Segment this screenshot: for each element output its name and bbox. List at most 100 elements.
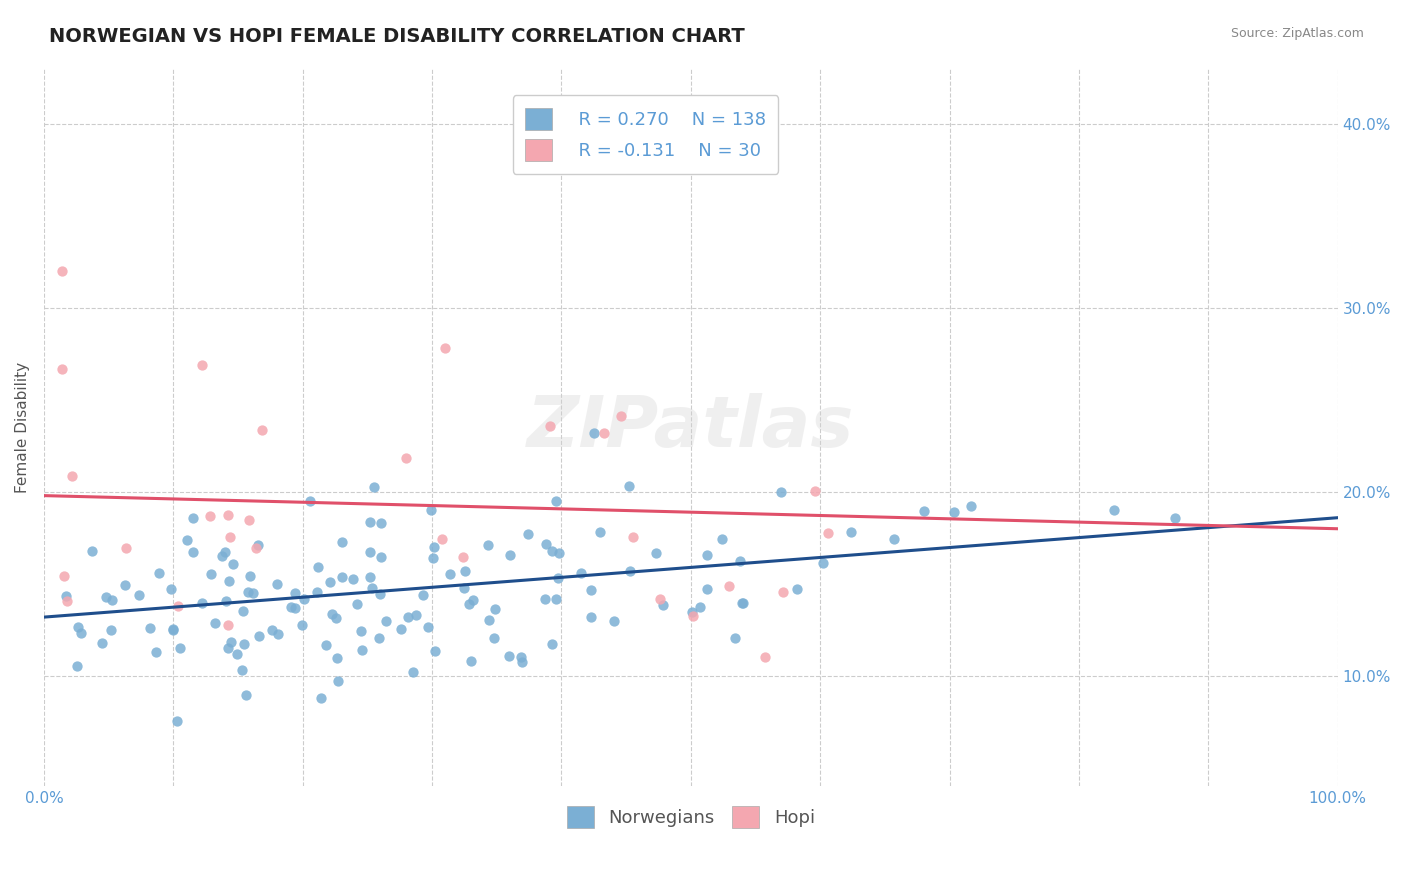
Point bbox=[114, 577, 136, 591]
Point bbox=[412, 588, 434, 602]
Point bbox=[477, 537, 499, 551]
Point bbox=[359, 515, 381, 529]
Point bbox=[267, 627, 290, 641]
Point bbox=[160, 582, 183, 597]
Point bbox=[696, 549, 718, 563]
Point bbox=[280, 600, 302, 615]
Point bbox=[942, 505, 965, 519]
Point bbox=[200, 567, 222, 582]
Point bbox=[239, 569, 262, 583]
Point bbox=[1104, 503, 1126, 517]
Point bbox=[169, 641, 191, 656]
Point bbox=[478, 613, 501, 627]
Point bbox=[510, 655, 533, 669]
Point bbox=[361, 582, 384, 596]
Point bbox=[217, 508, 239, 523]
Point bbox=[370, 549, 392, 564]
Point bbox=[389, 622, 412, 636]
Point bbox=[405, 608, 427, 623]
Point bbox=[682, 609, 704, 624]
Point bbox=[350, 643, 373, 657]
Point bbox=[718, 579, 741, 593]
Point bbox=[582, 426, 605, 441]
Point bbox=[453, 581, 475, 595]
Point bbox=[90, 635, 112, 649]
Point bbox=[772, 585, 794, 599]
Point bbox=[183, 545, 205, 559]
Point bbox=[56, 594, 79, 608]
Point bbox=[754, 650, 776, 665]
Point bbox=[291, 617, 314, 632]
Point bbox=[70, 626, 93, 640]
Point bbox=[652, 598, 675, 612]
Point bbox=[219, 635, 242, 649]
Point bbox=[623, 530, 645, 544]
Point bbox=[711, 532, 734, 546]
Point bbox=[579, 583, 602, 598]
Point bbox=[162, 623, 184, 637]
Point bbox=[517, 526, 540, 541]
Point bbox=[246, 538, 269, 552]
Point bbox=[238, 513, 260, 527]
Point bbox=[453, 550, 475, 565]
Point bbox=[432, 532, 454, 546]
Point bbox=[330, 570, 353, 584]
Point bbox=[434, 341, 457, 355]
Point bbox=[423, 644, 446, 658]
Point bbox=[648, 592, 671, 607]
Point bbox=[51, 264, 73, 278]
Point bbox=[959, 499, 981, 513]
Point bbox=[305, 585, 328, 599]
Point bbox=[419, 502, 441, 516]
Point bbox=[321, 607, 343, 621]
Point bbox=[457, 598, 479, 612]
Point bbox=[319, 575, 342, 590]
Point bbox=[215, 594, 238, 608]
Point bbox=[883, 533, 905, 547]
Point bbox=[100, 593, 122, 607]
Point bbox=[145, 645, 167, 659]
Point bbox=[284, 601, 307, 615]
Point bbox=[298, 494, 321, 508]
Point bbox=[422, 540, 444, 554]
Point bbox=[536, 537, 558, 551]
Point bbox=[728, 554, 751, 568]
Point bbox=[817, 526, 839, 541]
Point bbox=[396, 610, 419, 624]
Point bbox=[211, 549, 233, 563]
Point bbox=[191, 358, 214, 372]
Point bbox=[204, 616, 226, 631]
Point bbox=[696, 582, 718, 596]
Point bbox=[350, 624, 373, 638]
Point bbox=[439, 566, 461, 581]
Point bbox=[60, 469, 83, 483]
Point bbox=[499, 548, 522, 562]
Point bbox=[375, 615, 398, 629]
Point bbox=[370, 516, 392, 530]
Point bbox=[292, 592, 315, 607]
Point bbox=[115, 541, 138, 556]
Point bbox=[198, 509, 221, 524]
Point bbox=[912, 504, 935, 518]
Point bbox=[346, 597, 368, 611]
Point bbox=[94, 590, 117, 604]
Point bbox=[250, 423, 273, 437]
Point bbox=[786, 582, 808, 596]
Point bbox=[266, 576, 288, 591]
Point bbox=[218, 530, 240, 544]
Point bbox=[325, 611, 347, 625]
Point bbox=[367, 631, 389, 645]
Point bbox=[619, 564, 641, 578]
Point bbox=[538, 419, 561, 434]
Point bbox=[463, 593, 485, 607]
Point bbox=[181, 510, 204, 524]
Point bbox=[217, 640, 239, 655]
Point bbox=[547, 571, 569, 585]
Point bbox=[510, 649, 533, 664]
Point bbox=[498, 649, 520, 664]
Point bbox=[326, 673, 349, 688]
Point bbox=[80, 544, 103, 558]
Point bbox=[548, 545, 571, 559]
Legend: Norwegians, Hopi: Norwegians, Hopi bbox=[560, 798, 823, 835]
Point bbox=[222, 558, 245, 572]
